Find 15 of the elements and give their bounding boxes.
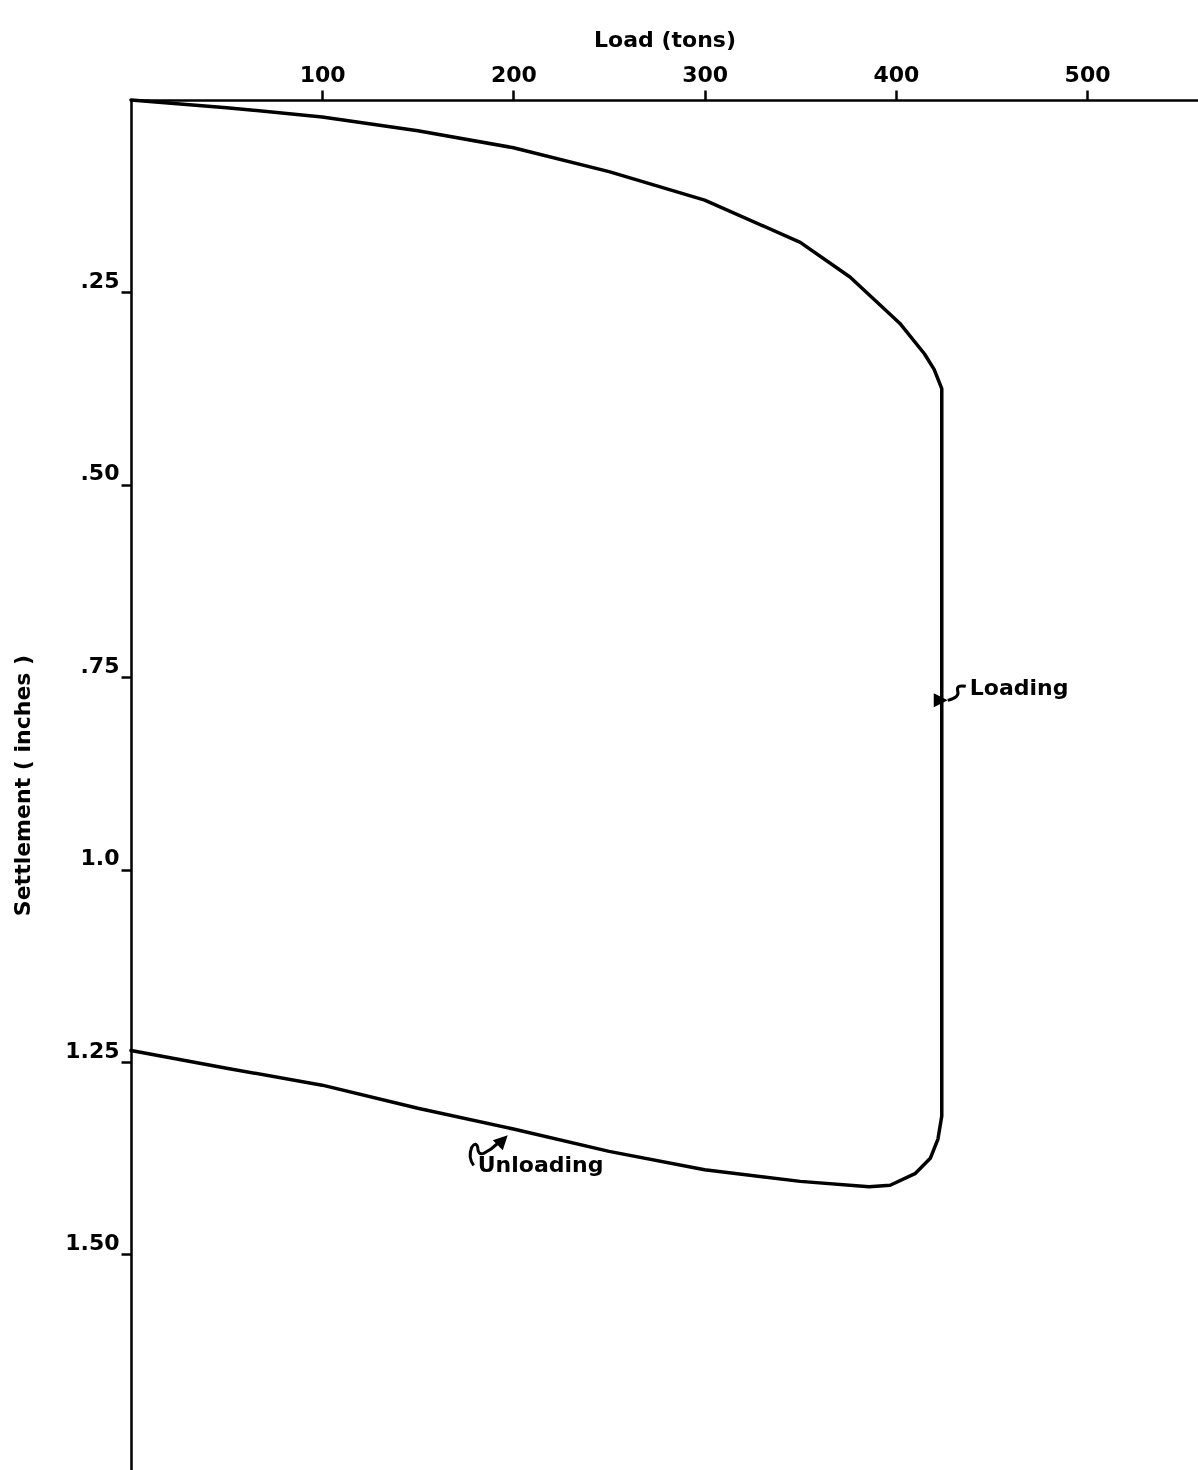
annotation: Loading: [969, 675, 1069, 701]
y-tick-label: .50: [80, 460, 120, 486]
x-tick-label: 400: [873, 61, 920, 87]
x-tick-label: 200: [490, 61, 537, 87]
x-axis-title: Load (tons): [594, 26, 736, 52]
y-tick-label: 1.0: [80, 845, 120, 871]
y-axis-title: Settlement ( inches ): [10, 654, 36, 917]
y-tick-label: .75: [80, 652, 120, 678]
annotation: Unloading: [477, 1152, 604, 1178]
y-tick-label: .25: [80, 267, 120, 293]
x-tick-label: 300: [682, 61, 729, 87]
y-tick-label: 1.50: [65, 1229, 120, 1255]
y-tick-label: 1.25: [65, 1037, 120, 1063]
x-tick-label: 500: [1064, 61, 1111, 87]
x-tick-label: 100: [299, 61, 346, 87]
